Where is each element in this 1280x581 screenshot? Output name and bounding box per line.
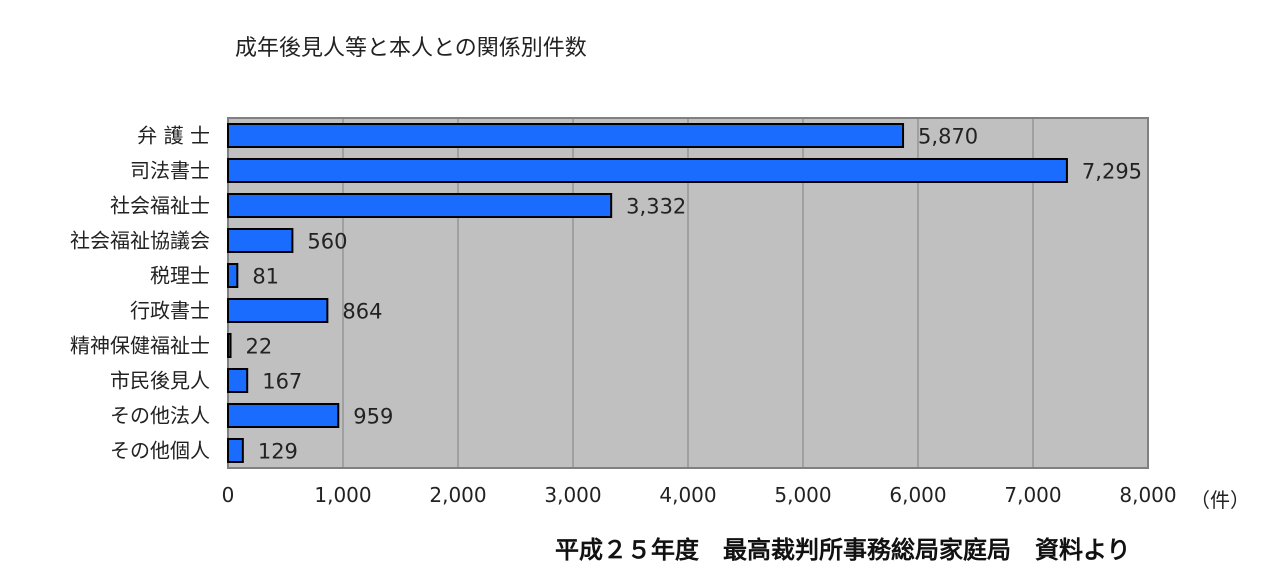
bar [227, 263, 239, 288]
x-tick-label: 8,000 [1119, 483, 1176, 507]
value-label: 3,332 [626, 195, 686, 219]
x-tick-label: 5,000 [774, 483, 831, 507]
x-tick-labels: 0 1,000 2,000 3,000 4,000 5,000 6,000 7,000 8,00… [222, 483, 1177, 507]
x-axis-unit: （件） [1190, 488, 1250, 512]
category-label: 市民後見人 [110, 369, 210, 393]
x-tick-label: 6,000 [889, 483, 946, 507]
bar [227, 368, 249, 393]
bar [227, 123, 905, 148]
category-label: その他個人 [110, 439, 210, 463]
category-label: 社会福祉士 [110, 194, 210, 218]
value-label: 5,870 [918, 125, 978, 149]
bar [227, 228, 294, 253]
value-label: 7,295 [1082, 160, 1142, 184]
value-label: 864 [342, 300, 382, 324]
bar [227, 158, 1068, 183]
bar [227, 298, 329, 323]
bar [227, 333, 232, 358]
x-tick-label: 2,000 [429, 483, 486, 507]
bar [227, 438, 244, 463]
value-label: 81 [252, 265, 279, 289]
x-tick-label: 7,000 [1004, 483, 1061, 507]
bars [227, 123, 1068, 463]
bar [227, 403, 340, 428]
value-label: 22 [246, 335, 273, 359]
x-tick-label: 1,000 [314, 483, 371, 507]
value-labels: 5,870 7,295 3,332 560 81 864 22 167 959 129 [246, 125, 1143, 464]
value-label: 167 [262, 370, 302, 394]
x-tick-label: 0 [222, 483, 235, 507]
x-tick-label: 3,000 [544, 483, 601, 507]
bar [227, 193, 613, 218]
chart-title: 成年後見人等と本人との関係別件数 [235, 36, 587, 61]
category-label: 行政書士 [130, 299, 210, 323]
value-label: 129 [258, 440, 298, 464]
source-note: 平成２５年度 最高裁判所事務総局家庭局 資料より [555, 536, 1131, 564]
value-label: 959 [353, 405, 393, 429]
category-label: 社会福祉協議会 [70, 229, 210, 253]
x-tick-label: 4,000 [659, 483, 716, 507]
category-label: 弁 護 士 [137, 124, 210, 148]
category-label: その他法人 [110, 404, 210, 428]
category-label: 税理士 [150, 264, 210, 288]
category-label: 司法書士 [130, 159, 210, 183]
category-label: 精神保健福祉士 [70, 334, 210, 358]
category-labels: 弁 護 士司法書士社会福祉士社会福祉協議会税理士行政書士精神保健福祉士市民後見人… [70, 124, 210, 463]
value-label: 560 [307, 230, 347, 254]
